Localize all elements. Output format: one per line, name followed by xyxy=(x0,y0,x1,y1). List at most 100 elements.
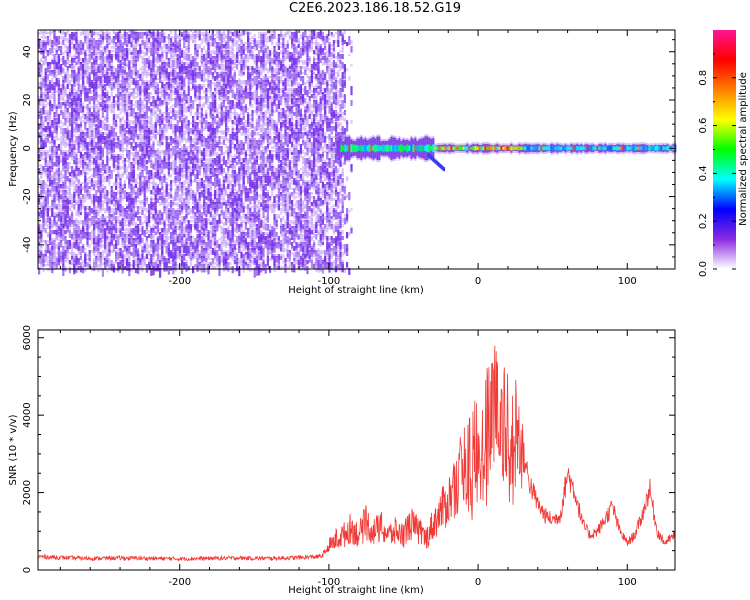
noise-cell xyxy=(123,258,126,261)
noise-cell xyxy=(40,112,43,115)
noise-cell xyxy=(38,242,41,246)
noise-cell xyxy=(137,234,140,237)
noise-cell xyxy=(44,182,47,186)
noise-cell xyxy=(104,56,107,59)
noise-cell xyxy=(64,168,67,172)
noise-cell xyxy=(79,50,82,55)
noise-cell xyxy=(77,106,80,109)
noise-cell xyxy=(106,198,109,203)
noise-cell xyxy=(66,254,69,259)
noise-cell xyxy=(139,156,142,161)
noise-cell xyxy=(55,154,58,158)
noise-cell xyxy=(88,78,91,86)
noise-cell xyxy=(97,158,100,162)
noise-cell xyxy=(106,152,109,156)
noise-cell xyxy=(148,174,151,178)
noise-cell xyxy=(115,240,118,246)
noise-cell xyxy=(77,90,80,95)
noise-cell xyxy=(44,32,47,35)
noise-cell xyxy=(86,162,89,166)
noise-cell xyxy=(163,88,166,91)
noise-cell xyxy=(112,106,115,109)
noise-cell xyxy=(66,144,69,147)
noise-cell xyxy=(64,80,67,83)
noise-cell xyxy=(161,82,164,89)
noise-cell xyxy=(189,36,192,41)
noise-cell xyxy=(150,232,153,236)
noise-cell xyxy=(60,208,63,212)
noise-cell xyxy=(82,142,85,145)
noise-cell xyxy=(53,94,56,101)
noise-cell xyxy=(145,156,148,159)
noise-cell xyxy=(42,36,45,40)
noise-cell xyxy=(189,156,192,165)
noise-cell xyxy=(163,136,166,140)
noise-cell xyxy=(115,86,118,89)
noise-cell xyxy=(159,188,162,195)
noise-cell xyxy=(154,76,157,80)
noise-cell xyxy=(84,106,87,109)
noise-cell xyxy=(79,170,82,175)
noise-cell xyxy=(167,184,170,187)
noise-cell xyxy=(77,142,80,147)
noise-cell xyxy=(143,90,146,96)
noise-cell xyxy=(194,196,197,203)
noise-cell xyxy=(90,208,93,214)
noise-cell xyxy=(161,90,164,94)
noise-cell xyxy=(126,86,129,89)
noise-cell xyxy=(148,122,151,126)
noise-cell xyxy=(163,72,166,75)
noise-cell xyxy=(154,260,157,263)
noise-cell xyxy=(44,218,47,223)
noise-cell xyxy=(60,232,63,236)
noise-cell xyxy=(77,262,80,266)
noise-cell xyxy=(88,58,91,61)
noise-cell xyxy=(121,108,124,113)
noise-cell xyxy=(117,102,120,106)
noise-cell xyxy=(156,132,159,136)
noise-cell xyxy=(117,190,120,195)
noise-cell xyxy=(141,164,144,168)
noise-cell xyxy=(90,268,93,272)
noise-cell xyxy=(112,54,115,58)
noise-cell xyxy=(156,38,159,41)
noise-cell xyxy=(132,50,135,53)
noise-cell xyxy=(104,266,107,270)
noise-cell xyxy=(101,204,104,209)
noise-cell xyxy=(86,46,89,49)
noise-cell xyxy=(38,266,41,269)
noise-cell xyxy=(132,154,135,159)
noise-cell xyxy=(159,234,162,238)
noise-cell xyxy=(189,144,192,153)
noise-cell xyxy=(90,238,93,242)
noise-cell xyxy=(49,156,52,161)
noise-cell xyxy=(90,42,93,45)
noise-cell xyxy=(170,142,173,147)
noise-cell xyxy=(152,192,155,196)
noise-cell xyxy=(174,88,177,94)
noise-cell xyxy=(185,48,188,51)
noise-cell xyxy=(95,32,98,36)
noise-cell xyxy=(60,46,63,56)
noise-cell xyxy=(178,256,181,261)
noise-cell xyxy=(174,62,177,67)
noise-cell xyxy=(176,40,179,43)
noise-cell xyxy=(119,264,122,268)
noise-cell xyxy=(88,144,91,148)
noise-cell xyxy=(196,174,199,179)
noise-cell xyxy=(148,34,151,39)
noise-cell xyxy=(110,46,113,49)
noise-cell xyxy=(110,82,113,89)
noise-cell xyxy=(110,188,113,191)
noise-cell xyxy=(165,154,168,158)
noise-cell xyxy=(123,220,126,224)
noise-cell xyxy=(104,264,107,268)
noise-cell xyxy=(55,52,58,57)
noise-cell xyxy=(97,212,100,217)
noise-cell xyxy=(196,56,199,60)
noise-cell xyxy=(150,226,153,229)
noise-cell xyxy=(86,244,89,248)
noise-cell xyxy=(101,188,104,193)
noise-cell xyxy=(181,250,184,254)
noise-cell xyxy=(130,92,133,96)
